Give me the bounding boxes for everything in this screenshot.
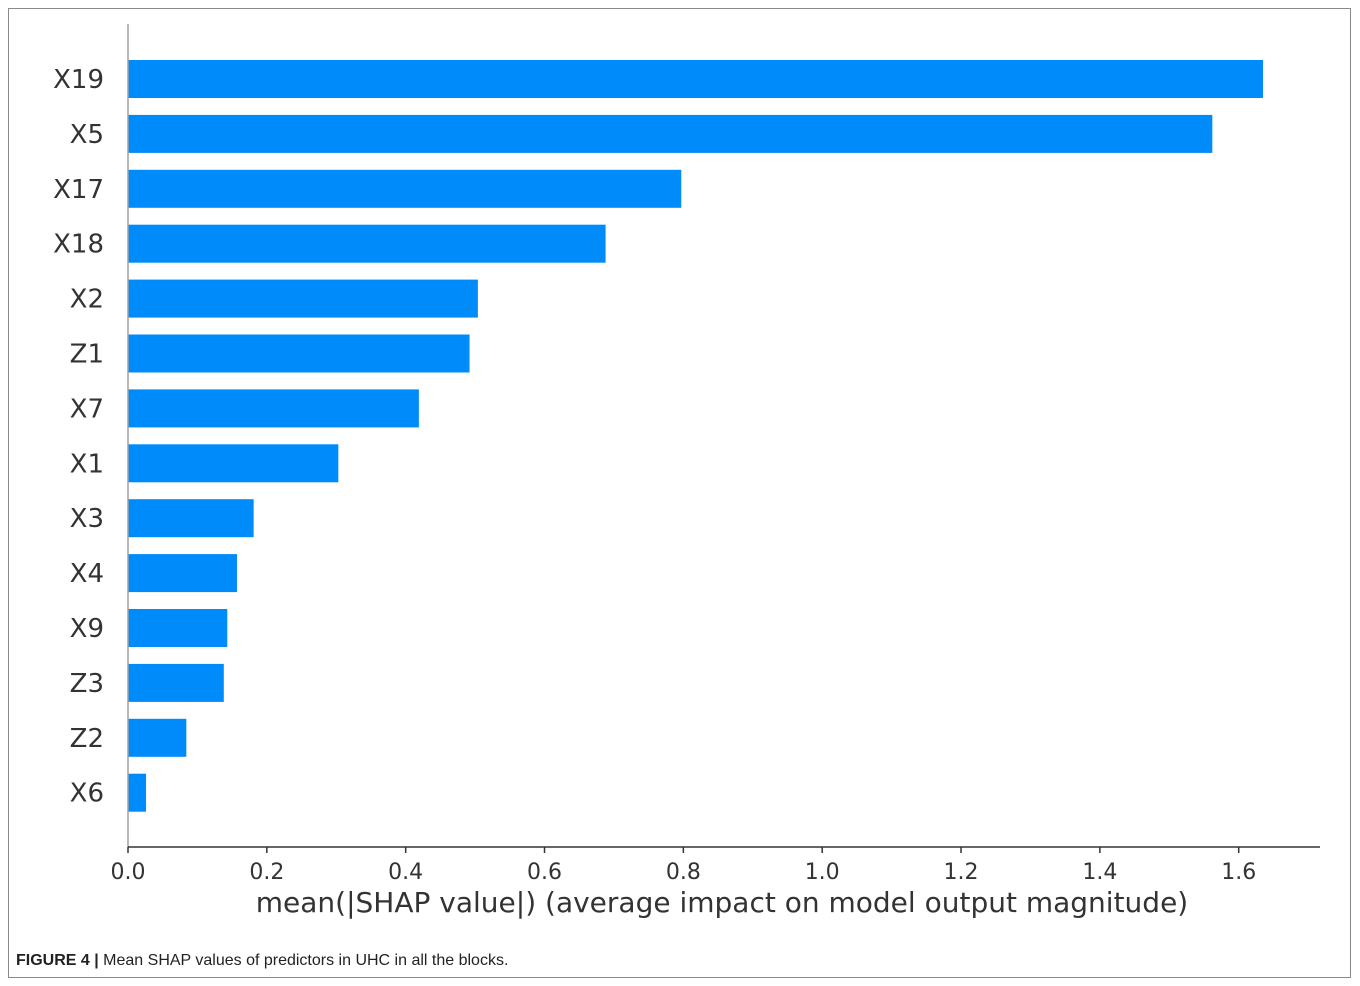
category-label-x9: X9	[70, 614, 104, 644]
x-axis-title: mean(|SHAP value|) (average impact on mo…	[256, 886, 1188, 919]
x-ticks-group: 0.0 0.2 0.4 0.6 0.8 1.0 1.2 1.4 1.6	[111, 847, 1256, 885]
category-label-x4: X4	[70, 559, 104, 589]
bar-x2	[128, 279, 478, 318]
x-tick-label: 1.6	[1221, 860, 1256, 885]
bar-z3	[128, 663, 224, 702]
category-label-x5: X5	[70, 120, 104, 150]
category-label-x17: X17	[53, 175, 104, 205]
category-label-x7: X7	[70, 394, 104, 424]
x-tick-label: 0.8	[666, 860, 701, 885]
bars-group	[128, 60, 1263, 812]
figure-frame	[8, 8, 1351, 978]
category-label-x19: X19	[53, 65, 104, 95]
bar-x6	[128, 773, 147, 812]
bar-x7	[128, 389, 419, 428]
bar-x19	[128, 60, 1263, 98]
category-labels-group: X19 X5 X17 X18 X2 Z1 X7 X1 X3 X4 X9 Z3 Z2 X6	[53, 65, 104, 809]
figure-caption-text: Mean SHAP values of predictors in UHC in…	[103, 952, 509, 969]
bar-z1	[128, 334, 470, 373]
bar-x9	[128, 609, 228, 647]
category-label-x3: X3	[70, 504, 104, 534]
category-label-z1: Z1	[70, 340, 104, 370]
x-tick-label: 1.4	[1082, 860, 1117, 885]
category-label-z2: Z2	[70, 724, 104, 754]
category-label-x6: X6	[70, 779, 104, 809]
bar-x3	[128, 499, 254, 538]
bar-x1	[128, 444, 339, 483]
x-tick-label: 1.2	[944, 860, 979, 885]
bar-x18	[128, 224, 606, 263]
x-tick-label: 1.0	[805, 860, 840, 885]
x-tick-label: 0.4	[388, 860, 423, 885]
bar-x5	[128, 114, 1213, 153]
category-label-x18: X18	[53, 230, 104, 260]
x-tick-label: 0.6	[527, 860, 562, 885]
x-tick-label: 0.0	[111, 860, 146, 885]
x-tick-label: 0.2	[249, 860, 284, 885]
category-label-x2: X2	[70, 285, 104, 315]
bar-x4	[128, 554, 237, 593]
category-label-x1: X1	[70, 449, 104, 479]
category-label-z3: Z3	[70, 669, 104, 699]
figure-label: FIGURE 4 |	[16, 952, 99, 969]
bar-z2	[128, 718, 187, 757]
bar-x17	[128, 169, 682, 208]
figure-caption: FIGURE 4 | Mean SHAP values of predictor…	[16, 952, 508, 970]
